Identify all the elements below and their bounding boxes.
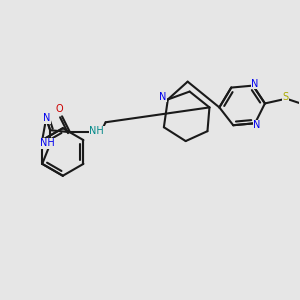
Text: NH: NH	[40, 138, 55, 148]
Text: O: O	[55, 104, 63, 114]
Text: S: S	[283, 92, 289, 101]
Text: NH: NH	[89, 126, 104, 136]
Text: N: N	[44, 113, 51, 123]
Text: N: N	[253, 120, 261, 130]
Text: N: N	[159, 92, 167, 101]
Text: N: N	[251, 79, 259, 88]
